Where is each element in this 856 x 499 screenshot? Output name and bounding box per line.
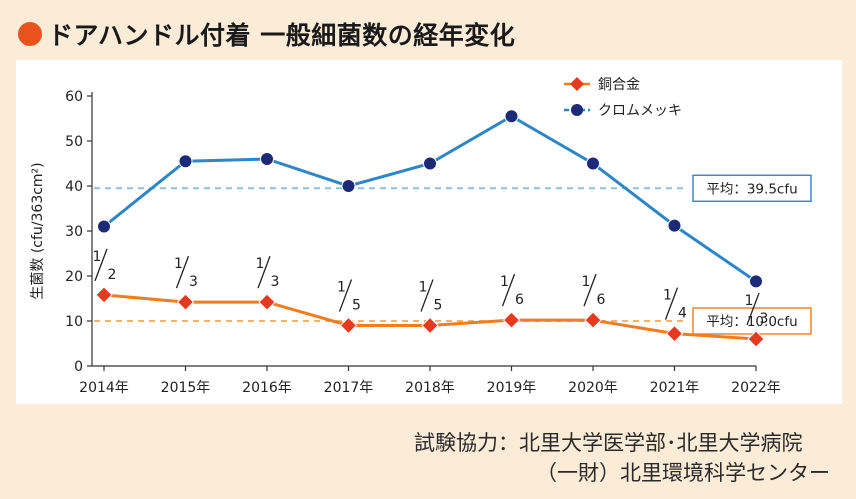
ratio-numerator: 1	[256, 256, 265, 272]
ratio-slash	[175, 255, 190, 289]
ratio-denominator: 5	[352, 298, 361, 314]
y-tick-label: 20	[65, 269, 83, 285]
average-label-box	[692, 174, 812, 202]
data-point-chrome	[260, 152, 274, 166]
ratio-slash	[664, 287, 679, 320]
legend-marker-copper	[570, 77, 584, 91]
ratio-denominator: 6	[597, 292, 606, 308]
legend-label-copper: 銅合金	[598, 77, 640, 93]
ratio-denominator: 4	[678, 306, 687, 322]
title-row: ドアハンドル付着 一般細菌数の経年変化	[18, 16, 515, 52]
line-chart: 0 10 20 30 40 50 60 生菌数 (cfu/363cm²) 2014年 2015年 2…	[30, 77, 812, 396]
x-tick-label: 2016年	[242, 380, 292, 396]
ratio-numerator: 1	[500, 274, 509, 290]
ratio-slash	[420, 279, 434, 312]
chart-panel: 0 10 20 30 40 50 60 生菌数 (cfu/363cm²) 2014年 2015年 2…	[16, 60, 842, 404]
title-bullet-icon	[18, 22, 42, 46]
data-point-chrome	[749, 274, 763, 289]
data-point-copper	[176, 293, 195, 311]
data-point-copper	[339, 316, 358, 335]
data-point-copper	[584, 311, 602, 329]
y-tick-label: 40	[65, 179, 83, 195]
ratio-slash	[583, 273, 597, 307]
ratio-slash	[501, 273, 516, 307]
data-point-chrome	[97, 219, 111, 234]
ratio-denominator: 6	[515, 292, 524, 308]
average-label: 平均：39.5cfu	[706, 181, 797, 197]
x-tick-label: 2017年	[324, 380, 374, 396]
ratio-numerator: 1	[93, 249, 102, 265]
data-point-copper	[421, 316, 439, 335]
ratio-denominator: 2	[108, 267, 117, 283]
data-point-chrome	[341, 179, 356, 193]
ratio-denominator: 5	[434, 298, 443, 314]
ratio-slash	[94, 248, 108, 282]
data-point-chrome	[423, 156, 437, 171]
data-point-chrome	[667, 218, 682, 233]
credit-line-1: 試験協力：北里大学医学部･北里大学病院	[414, 431, 803, 455]
y-tick-label: 0	[74, 359, 83, 375]
y-tick-label: 50	[65, 134, 83, 150]
x-tick-label: 2015年	[161, 380, 211, 396]
x-tick-label: 2022年	[731, 380, 781, 396]
ratio-numerator: 1	[745, 293, 754, 309]
data-point-copper	[258, 293, 276, 311]
ratio-denominator: 3	[271, 274, 280, 290]
series-line-chrome	[103, 114, 757, 283]
data-point-chrome	[586, 156, 600, 171]
ratio-slash	[746, 292, 760, 326]
legend-marker-chrome	[571, 104, 583, 116]
y-tick-label: 30	[65, 224, 83, 240]
ratio-denominator: 3	[760, 311, 769, 327]
x-tick-label: 2014年	[79, 380, 129, 396]
ratio-slash	[257, 255, 271, 289]
average-label: 平均：10.0cfu	[706, 314, 797, 330]
x-tick-label: 2021年	[650, 380, 700, 396]
data-point-copper	[95, 286, 113, 304]
ratio-slash	[338, 279, 353, 312]
x-tick-label: 2019年	[487, 380, 537, 396]
data-point-copper	[665, 324, 684, 343]
ratio-numerator: 1	[582, 274, 591, 290]
data-point-copper	[502, 311, 521, 329]
data-point-chrome	[178, 154, 193, 169]
credit-line-2: （一財）北里環境科学センター	[536, 461, 830, 485]
y-axis-label: 生菌数 (cfu/363cm²)	[30, 162, 46, 299]
x-tick-label: 2020年	[568, 380, 618, 396]
credits: 試験協力：北里大学医学部･北里大学病院 （一財）北里環境科学センター	[414, 428, 830, 488]
data-point-chrome	[504, 109, 519, 124]
x-tick-label: 2018年	[405, 380, 455, 396]
y-tick-label: 60	[65, 89, 83, 105]
legend-label-chrome: クロムメッキ	[598, 103, 682, 119]
ratio-numerator: 1	[174, 256, 183, 272]
ratio-numerator: 1	[419, 280, 428, 296]
ratio-numerator: 1	[663, 288, 672, 304]
ratio-denominator: 3	[189, 274, 198, 290]
data-point-copper	[747, 330, 765, 348]
chart-title: ドアハンドル付着 一般細菌数の経年変化	[48, 21, 516, 50]
ratio-numerator: 1	[337, 280, 346, 296]
y-tick-label: 10	[65, 314, 83, 330]
